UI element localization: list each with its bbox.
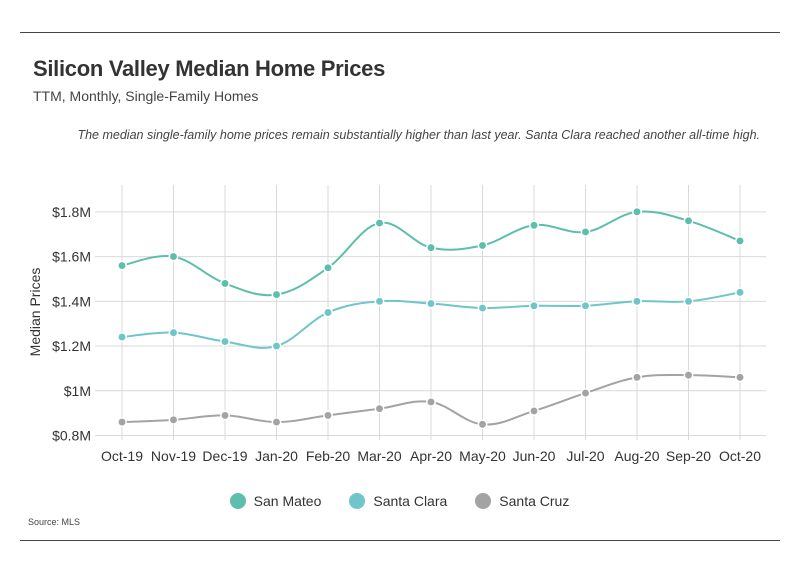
- y-tick-label: $0.8M: [52, 428, 91, 444]
- legend-item: Santa Cruz: [475, 493, 569, 509]
- legend-swatch: [475, 493, 492, 509]
- data-point: [323, 307, 333, 318]
- x-tick-label: May-20: [459, 448, 506, 464]
- data-point: [374, 296, 385, 307]
- x-axis-ticks: Oct-19 Nov-19 Dec-19 Jan-20 Feb-20 Mar-20 Apr-…: [101, 448, 761, 464]
- x-tick-label: Jul-20: [566, 448, 604, 464]
- chart-title: Silicon Valley Median Home Prices: [33, 56, 386, 81]
- legend-item: Santa Clara: [349, 493, 447, 509]
- data-point: [683, 370, 694, 381]
- x-tick-label: Dec-19: [202, 448, 247, 464]
- data-point: [168, 414, 179, 425]
- legend-swatch: [349, 493, 366, 509]
- data-point: [632, 206, 642, 217]
- y-axis-title: Median Prices: [27, 268, 43, 357]
- data-point: [683, 296, 694, 307]
- data-point: [735, 372, 745, 383]
- data-point: [220, 278, 230, 289]
- x-tick-label: Mar-20: [357, 448, 402, 464]
- x-tick-label: Jan-20: [255, 448, 298, 464]
- top-rule: [20, 32, 780, 33]
- legend-label: Santa Cruz: [499, 493, 570, 509]
- x-tick-label: Apr-20: [410, 448, 452, 464]
- data-point: [220, 336, 230, 347]
- data-point: [632, 372, 642, 383]
- data-point: [632, 296, 642, 307]
- data-point: [374, 218, 385, 228]
- x-tick-label: Oct-20: [719, 448, 761, 464]
- legend-swatch: [229, 493, 246, 509]
- y-tick-label: $1.8M: [52, 204, 91, 220]
- chart-subtitle: TTM, Monthly, Single-Family Homes: [33, 88, 259, 104]
- y-tick-label: $1.6M: [52, 249, 91, 265]
- data-point: [117, 417, 127, 428]
- data-point: [580, 388, 591, 398]
- data-point: [323, 262, 333, 273]
- legend-label: San Mateo: [253, 493, 322, 509]
- data-point: [168, 327, 179, 338]
- data-point: [735, 287, 745, 298]
- data-point: [117, 260, 127, 271]
- data-point: [735, 235, 745, 246]
- legend: San Mateo Santa Clara Santa Cruz: [0, 493, 799, 509]
- y-tick-label: $1M: [64, 383, 91, 399]
- legend-label: Santa Clara: [373, 493, 448, 509]
- data-point: [117, 332, 127, 343]
- data-point: [580, 300, 591, 311]
- data-point: [683, 215, 694, 226]
- bottom-rule: [20, 540, 780, 541]
- data-point: [580, 227, 591, 237]
- y-tick-label: $1.2M: [52, 338, 91, 354]
- x-tick-label: Feb-20: [306, 448, 351, 464]
- data-point: [477, 303, 488, 313]
- legend-item: San Mateo: [229, 493, 322, 509]
- x-tick-label: Oct-19: [101, 448, 143, 464]
- data-point: [426, 397, 436, 407]
- data-point: [426, 298, 436, 309]
- series-lines: [117, 206, 745, 430]
- data-point: [168, 251, 179, 262]
- data-point: [323, 410, 333, 421]
- x-tick-label: Sep-20: [666, 448, 711, 464]
- data-point: [529, 220, 539, 231]
- data-point: [477, 240, 488, 251]
- source-note: Source: MLS: [28, 517, 81, 527]
- data-point: [374, 403, 385, 414]
- data-point: [271, 341, 282, 352]
- x-tick-label: Jun-20: [513, 448, 556, 464]
- data-point: [529, 405, 539, 416]
- data-point: [271, 417, 282, 428]
- data-point: [271, 289, 282, 300]
- data-point: [426, 242, 436, 253]
- y-tick-label: $1.4M: [52, 293, 91, 309]
- data-point: [477, 419, 488, 430]
- data-point: [220, 410, 230, 421]
- x-tick-label: Nov-19: [151, 448, 196, 464]
- x-tick-label: Aug-20: [614, 448, 659, 464]
- chart-annotation: The median single-family home prices rem…: [77, 128, 760, 142]
- y-axis-ticks: $0.8M $1M $1.2M $1.4M $1.6M $1.8M: [52, 204, 91, 444]
- data-point: [529, 300, 539, 311]
